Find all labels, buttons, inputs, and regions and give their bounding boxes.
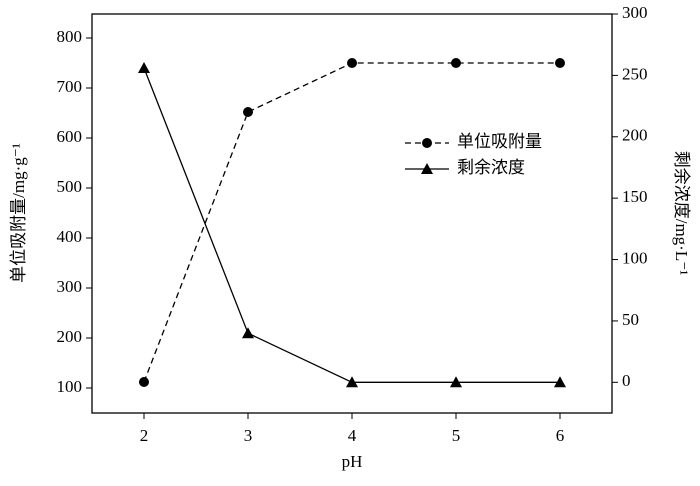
marker [242,327,254,339]
legend-marker [421,163,433,174]
marker [555,58,565,68]
marker [347,58,357,68]
y2-axis-label: 剩余浓度/mg·L⁻¹ [672,151,691,276]
series-line [143,67,560,383]
y2-tick-label: 100 [622,248,648,267]
plot-frame [91,13,613,414]
marker [138,62,150,74]
marker [450,376,462,388]
legend-marker [422,138,432,148]
x-tick-label: 4 [348,426,357,445]
x-tick-label: 5 [452,426,461,445]
y2-tick-label: 50 [622,310,639,329]
y-tick-label: 400 [57,227,83,246]
y2-tick-label: 250 [622,64,648,83]
y-tick-label: 300 [57,277,83,296]
legend-label: 剩余浓度 [457,158,525,177]
y-tick-label: 800 [57,27,83,46]
legend-label: 单位吸附量 [457,132,542,151]
marker [554,376,566,388]
y-tick-label: 500 [57,177,83,196]
y-tick-label: 700 [57,77,83,96]
y2-tick-label: 300 [622,3,648,22]
x-tick-label: 2 [140,426,149,445]
marker [139,377,149,387]
x-axis-label: pH [342,452,363,471]
y-tick-label: 200 [57,327,83,346]
marker [243,107,253,117]
y2-tick-label: 150 [622,187,648,206]
x-tick-label: 6 [556,426,565,445]
marker [346,376,358,388]
y-axis-label: 单位吸附量/mg·g⁻¹ [9,143,28,283]
y-tick-label: 600 [57,127,83,146]
y2-tick-label: 200 [622,126,648,145]
y2-tick-label: 0 [622,371,631,390]
y-tick-label: 100 [57,377,83,396]
marker [451,58,461,68]
series-line [143,62,560,383]
x-tick-label: 3 [244,426,253,445]
